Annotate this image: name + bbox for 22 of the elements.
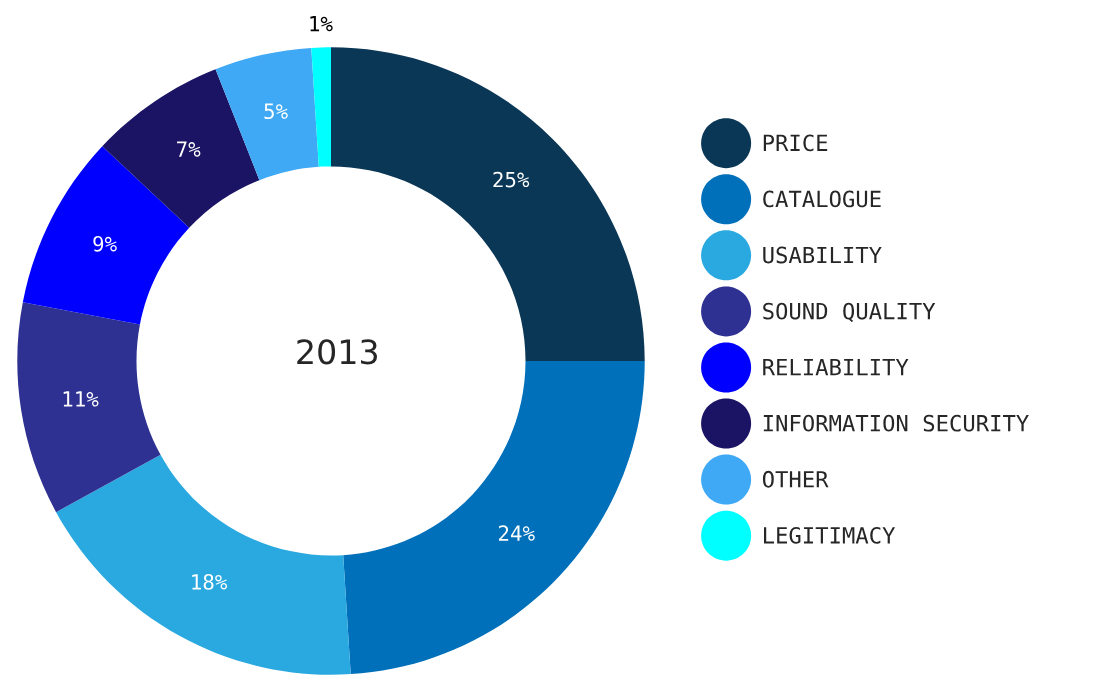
donut-slice xyxy=(56,454,351,675)
data-label: 1% xyxy=(310,16,333,32)
text: 2013 xyxy=(297,339,378,365)
donut-slice xyxy=(215,47,319,181)
legend-label: PRICE xyxy=(763,134,828,152)
data-label: 18% xyxy=(192,574,228,590)
legend-label: LEGITIMACY xyxy=(764,526,896,544)
data-label: 11% xyxy=(63,391,99,407)
legend-label: SOUND QUALITY xyxy=(763,302,936,323)
legend-label: CATALOGUE xyxy=(763,190,881,208)
donut-slice xyxy=(311,47,331,167)
legend-label: RELIABILITY xyxy=(763,359,909,376)
legend-label: USABILITY xyxy=(763,246,882,264)
donut-slice xyxy=(17,302,161,513)
data-label: 7% xyxy=(177,141,201,157)
legend-label: OTHER xyxy=(762,470,829,488)
data-label: 5% xyxy=(264,103,288,120)
data-label: 9% xyxy=(93,235,117,252)
data-label: 25% xyxy=(493,171,530,188)
legend-label: INFORMATION SECURITY xyxy=(763,414,1029,432)
donut-slice xyxy=(102,69,260,228)
data-label: 24% xyxy=(498,525,535,541)
